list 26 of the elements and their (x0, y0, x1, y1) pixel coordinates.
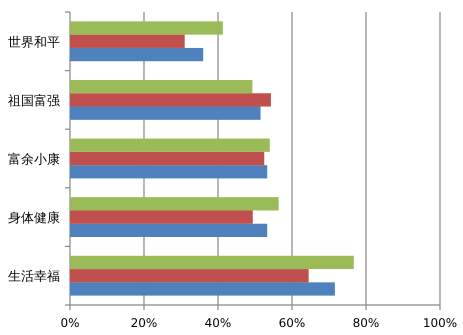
bar (70, 165, 268, 178)
bar (70, 21, 223, 35)
x-tick-label: 20% (130, 316, 158, 330)
y-tick-label: 生活幸福 (8, 270, 60, 285)
bar (70, 269, 309, 282)
bar (70, 106, 261, 120)
bar (70, 197, 279, 210)
x-tick-label: 60% (278, 316, 306, 330)
x-tick-label: 40% (204, 316, 232, 330)
y-tick-label: 世界和平 (8, 35, 60, 50)
y-tick-label: 富余小康 (8, 152, 60, 168)
bar (70, 282, 335, 296)
bar (70, 48, 204, 62)
x-tick-label: 0% (60, 316, 80, 330)
bar (70, 138, 270, 152)
y-tick-label: 祖国富强 (8, 92, 60, 109)
bar (70, 93, 271, 107)
bar (70, 224, 268, 238)
bar (70, 34, 185, 48)
bar (70, 256, 354, 270)
x-tick-label: 80% (352, 316, 380, 330)
y-tick-label: 身体健康 (8, 211, 60, 226)
bar (70, 210, 253, 224)
bar (70, 80, 252, 94)
x-tick-label: 100% (422, 316, 458, 330)
bar (70, 152, 264, 166)
